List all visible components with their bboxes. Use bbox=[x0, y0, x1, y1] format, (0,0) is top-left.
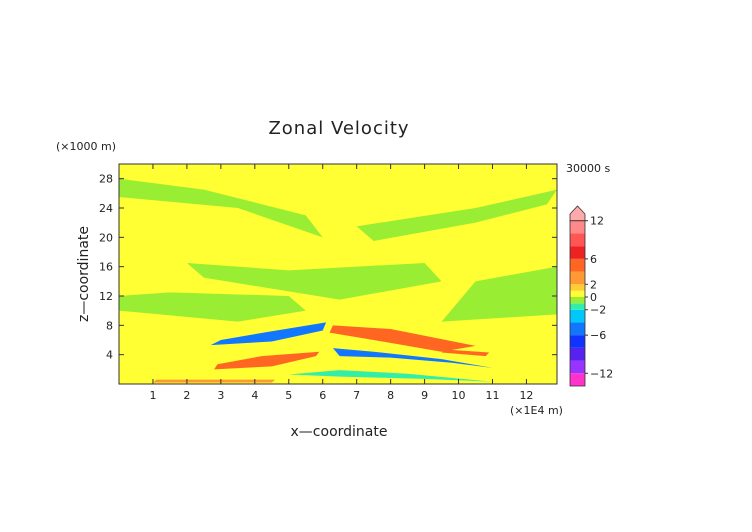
y-tick-label: 16 bbox=[99, 261, 113, 274]
contour-region-11 bbox=[152, 379, 276, 383]
x-tick-label: 5 bbox=[285, 389, 292, 402]
colorbar-tick-label: 2 bbox=[590, 278, 597, 291]
contour-field bbox=[119, 164, 557, 384]
colorbar-swatch bbox=[570, 271, 585, 285]
contour-region-4 bbox=[441, 266, 557, 322]
colorbar-swatch bbox=[570, 246, 585, 259]
y-tick-label: 24 bbox=[99, 202, 113, 215]
colorbar: 12 6 20−2 −6 −12 bbox=[569, 205, 613, 387]
colorbar-swatch bbox=[570, 347, 585, 361]
contour-region-1 bbox=[119, 178, 323, 238]
colorbar-swatch bbox=[570, 335, 585, 348]
colorbar-swatch bbox=[570, 309, 585, 323]
x-tick-label: 2 bbox=[183, 389, 190, 402]
x-unit-label: (×1E4 m) bbox=[510, 404, 563, 417]
contour-region-0 bbox=[356, 189, 557, 241]
contour-region-9 bbox=[214, 351, 320, 370]
contour-region-7 bbox=[288, 370, 493, 382]
chart-title: Zonal Velocity bbox=[268, 118, 409, 139]
x-tick-label: 6 bbox=[319, 389, 326, 402]
y-tick-label: 20 bbox=[99, 231, 113, 244]
x-axis-title: x—coordinate bbox=[291, 424, 388, 440]
contour-region-3 bbox=[119, 292, 306, 322]
colorbar-swatch bbox=[570, 220, 585, 234]
colorbar-tick-label: −6 bbox=[590, 329, 606, 342]
y-tick-label: 4 bbox=[106, 349, 113, 362]
contour-region-6 bbox=[332, 348, 493, 368]
colorbar-swatch bbox=[570, 360, 585, 374]
x-tick-label: 8 bbox=[387, 389, 394, 402]
y-axis-title: z—coordinate bbox=[76, 226, 92, 322]
contour-region-10 bbox=[441, 349, 490, 357]
time-label: 30000 s bbox=[566, 162, 610, 175]
plot-frame bbox=[118, 163, 558, 385]
colorbar-swatch bbox=[570, 373, 585, 386]
x-tick-label: 10 bbox=[452, 389, 466, 402]
x-tick-label: 4 bbox=[251, 389, 258, 402]
colorbar-tick-label: 6 bbox=[590, 253, 597, 266]
colorbar-frame bbox=[569, 220, 586, 387]
y-tick-label: 12 bbox=[99, 290, 113, 303]
colorbar-tick-label: −2 bbox=[590, 304, 606, 317]
contour-region-8 bbox=[329, 325, 476, 352]
colorbar-swatch bbox=[570, 322, 585, 336]
colorbar-swatch bbox=[570, 290, 585, 297]
colorbar-tick-label: −12 bbox=[590, 367, 613, 380]
x-tick-label: 3 bbox=[217, 389, 224, 402]
colorbar-swatch bbox=[570, 284, 585, 291]
contour-region-2 bbox=[186, 263, 442, 300]
colorbar-swatch bbox=[570, 297, 585, 304]
colorbar-tick-label: 0 bbox=[590, 291, 597, 304]
x-tick-label: 7 bbox=[353, 389, 360, 402]
colorbar-swatch bbox=[570, 258, 585, 272]
colorbar-swatch bbox=[570, 233, 585, 247]
colorbar-tick-label: 12 bbox=[590, 215, 604, 228]
colorbar-swatch bbox=[569, 205, 586, 222]
y-tick-label: 8 bbox=[106, 319, 113, 332]
x-tick-label: 12 bbox=[519, 389, 533, 402]
x-tick-label: 11 bbox=[485, 389, 499, 402]
x-tick-label: 1 bbox=[149, 389, 156, 402]
colorbar-swatch bbox=[570, 303, 585, 310]
contour-region-5 bbox=[210, 322, 327, 346]
y-tick-label: 28 bbox=[99, 173, 113, 186]
x-tick-label: 9 bbox=[421, 389, 428, 402]
y-unit-label: (×1000 m) bbox=[56, 140, 116, 153]
